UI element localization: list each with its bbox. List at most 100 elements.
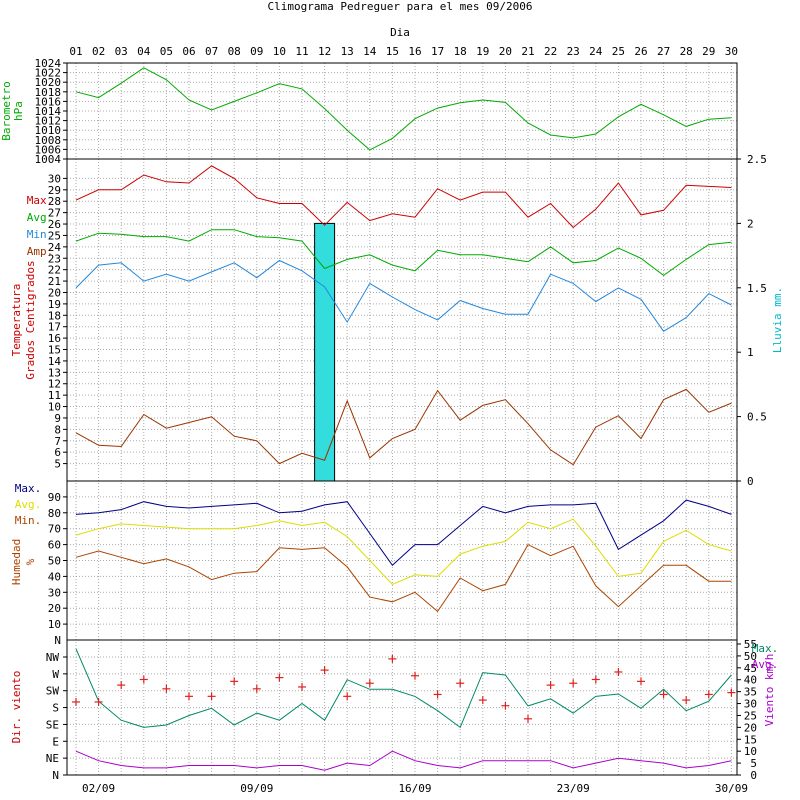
date-tick-label: 09/09 [240,782,273,795]
temperature-tick-label: 22 [48,264,61,277]
temperature-tick-label: 6 [54,446,61,459]
temperature-legend-item: Max. [27,194,54,207]
direction-tick-label: SW [46,685,60,698]
temperature-axis-label: Grados Centigrados [24,260,37,379]
barometer-tick-label: 1014 [35,105,62,118]
humidity-line-avg [75,518,732,585]
temperature-tick-label: 24 [48,241,62,254]
barometer-tick-label: 1016 [35,95,62,108]
temperature-line-max [75,165,732,229]
chart-title: Climograma Pedreguer para el mes 09/2006 [268,0,533,13]
temperature-line-avg [75,229,732,277]
day-tick-label: 14 [363,45,377,58]
day-tick-label: 22 [544,45,557,58]
barometer-tick-label: 1008 [35,134,62,147]
temperature-tick-label: 20 [48,286,61,299]
direction-tick-label: W [52,668,59,681]
wind-legend-item: Avg. [752,658,779,671]
temperature-legend-item: Min. [27,228,54,241]
day-tick-label: 26 [634,45,647,58]
barometer-axis-label: Barometro [0,81,13,141]
temperature-tick-label: 29 [48,184,61,197]
temperature-tick-label: 19 [48,298,61,311]
day-tick-label: 25 [612,45,625,58]
day-tick-label: 12 [318,45,331,58]
day-tick-label: 23 [567,45,580,58]
temperature-tick-label: 16 [48,332,61,345]
barometer-axis-label: hPa [12,101,25,121]
temperature-tick-label: 25 [48,229,61,242]
day-tick-label: 11 [295,45,308,58]
panel-frame-layer [63,62,741,776]
temperature-tick-label: 5 [54,458,61,471]
temperature-legend-item: Amp. [27,245,54,258]
x-axis-label: Dia [390,26,410,39]
temperature-tick-label: 10 [48,401,61,414]
day-tick-label: 03 [115,45,128,58]
day-tick-label: 20 [499,45,512,58]
humidity-tick-label: 50 [48,555,61,568]
temperature-tick-label: 26 [48,218,61,231]
rain-tick-label: 0 [747,475,754,488]
day-tick-label: 10 [273,45,286,58]
temperature-tick-label: 18 [48,309,61,322]
day-tick-label: 01 [69,45,82,58]
barometer-tick-label: 1024 [35,57,62,70]
day-tick-label: 16 [408,45,421,58]
humidity-bottom-label: N [54,634,61,647]
humidity-line-max [75,499,732,567]
rain-tick-label: 1.5 [747,282,767,295]
temperature-tick-label: 12 [48,378,61,391]
rain-tick-label: 1 [747,346,754,359]
temperature-tick-label: 23 [48,252,61,265]
temperature-tick-label: 21 [48,275,61,288]
direction-tick-label: SE [46,718,59,731]
wind-speed-tick-label: 45 [744,662,757,675]
wind-speed-tick-label: 10 [744,745,757,758]
wind-speed-tick-label: 50 [744,650,757,663]
day-tick-label: 27 [657,45,670,58]
day-tick-label: 30 [725,45,738,58]
barometer-tick-label: 1004 [35,153,62,166]
rain-axis-label: Lluvia mm. [771,287,784,353]
date-tick-label: 23/09 [557,782,590,795]
temperature-tick-label: 30 [48,172,61,185]
wind-speed-tick-label: 15 [744,733,757,746]
humidity-tick-label: 10 [48,618,61,631]
barometer-tick-label: 1006 [35,143,62,156]
wind-line-avg [75,750,732,771]
temperature-tick-label: 7 [54,435,61,448]
rain-tick-label: 2.5 [747,153,767,166]
day-tick-label: 08 [228,45,241,58]
humidity-tick-label: 30 [48,586,61,599]
humidity-tick-label: 40 [48,570,61,583]
barometer-line [75,67,732,151]
temperature-tick-label: 13 [48,366,61,379]
barometer-tick-label: 1012 [35,115,62,128]
date-tick-label: 16/09 [398,782,431,795]
temperature-tick-label: 9 [54,412,61,425]
direction-tick-label: NW [46,651,60,664]
barometer-tick-label: 1020 [35,76,62,89]
barometer-tick-label: 1022 [35,67,62,80]
temperature-tick-label: 15 [48,344,61,357]
label-layer: 01 02 03 04 05 06 07 08 09 10 11 12 13 14 15 16 17 18 19 20… [0,45,784,795]
wind-speed-tick-label: 0 [750,769,757,782]
wind-direction-axis-label: Dir. viento [10,671,23,744]
wind-speed-tick-label: 35 [744,686,757,699]
humidity-legend-item: Max. [15,482,42,495]
direction-tick-label: NE [46,752,59,765]
day-tick-label: 07 [205,45,218,58]
wind-speed-tick-label: 40 [744,674,757,687]
wind-speed-axis-label: Viento km/h [763,654,776,727]
barometer-tick-label: 1010 [35,124,62,137]
humidity-axis-label: Humedad [10,539,23,585]
date-tick-label: 02/09 [82,782,115,795]
humidity-tick-label: 70 [48,523,61,536]
humidity-legend-item: Min. [15,514,42,527]
humidity-line-min [75,543,732,613]
day-tick-label: 21 [521,45,534,58]
panel-frame [66,62,738,160]
temperature-axis-label: Temperatura [10,284,23,357]
temperature-line-amp [75,388,732,466]
